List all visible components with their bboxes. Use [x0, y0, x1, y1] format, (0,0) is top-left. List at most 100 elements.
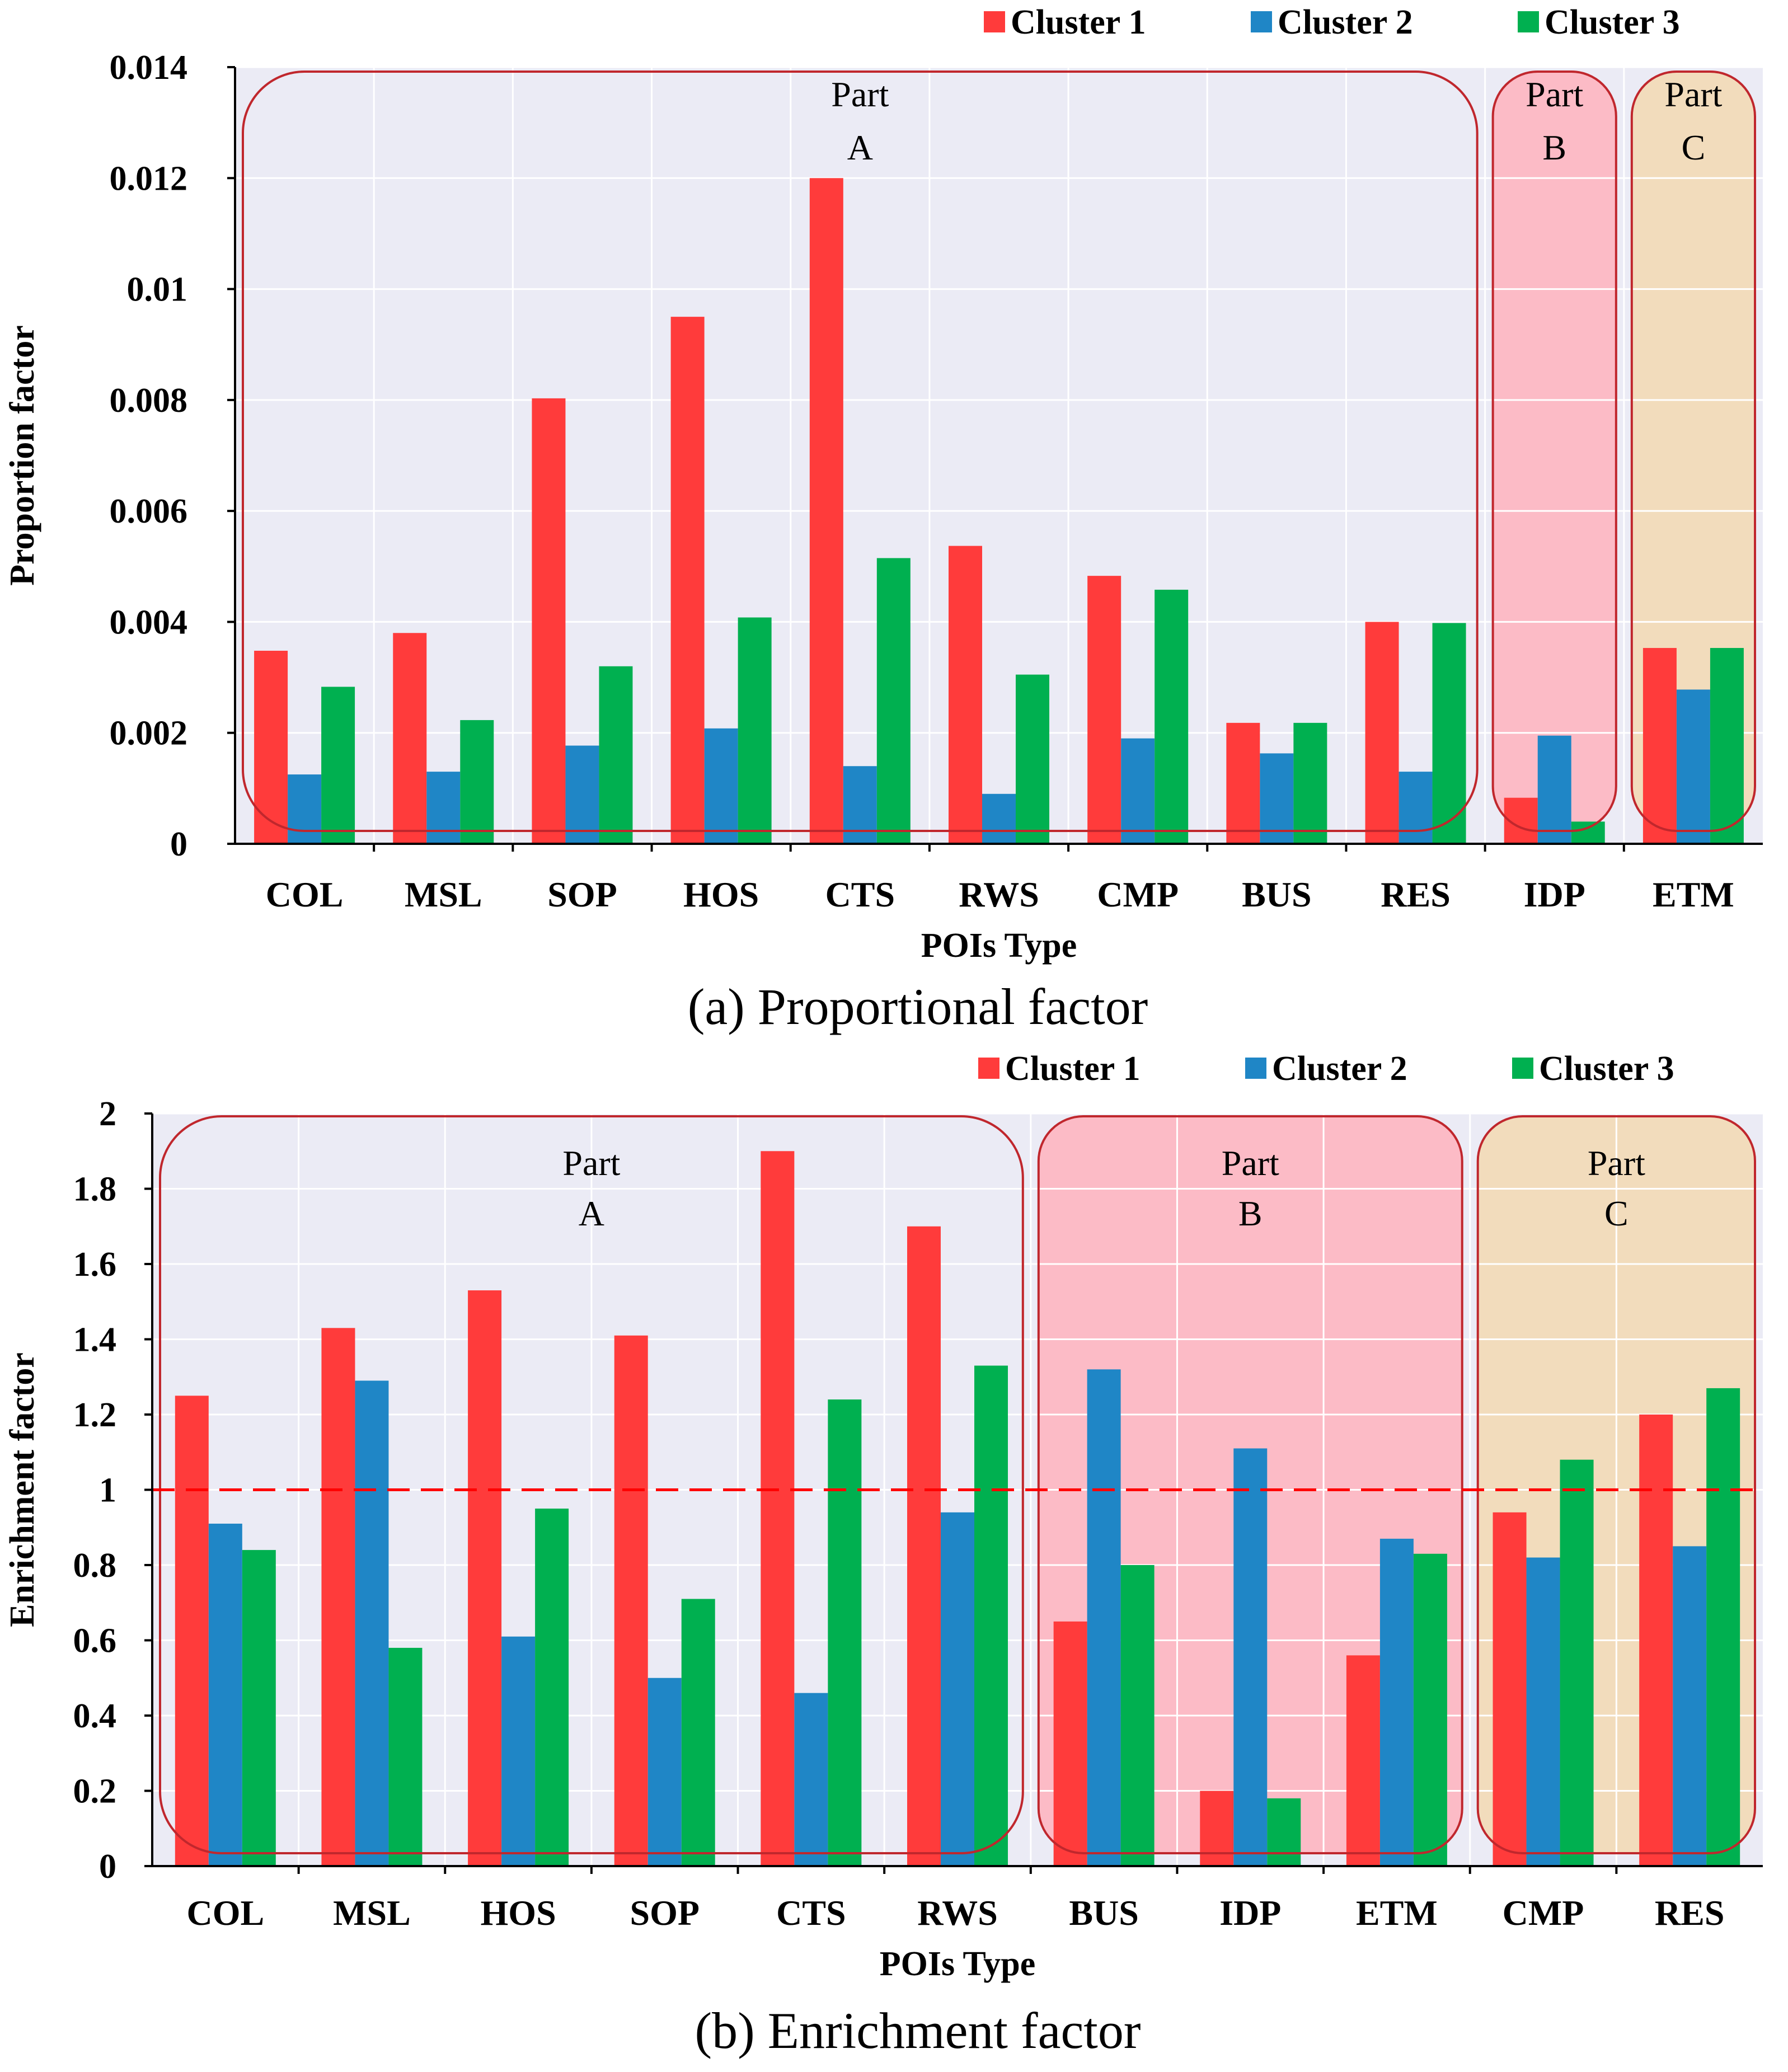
enrichment-chart-caption: (b) Enrichment factor — [695, 2002, 1141, 2059]
bar-col-cluster-1 — [254, 650, 288, 844]
enrichment-chart: 0 0.2 0.4 0.6 0.8 1 1.2 1.4 1.6 1.8 2 COL MSL HOS SOP… — [3, 1050, 1763, 2059]
part-b-label-line1: Part — [1222, 1143, 1279, 1183]
bar-res-cluster-2 — [1673, 1546, 1707, 1866]
bar-cts-cluster-3 — [876, 558, 911, 844]
part-b-label-line2: B — [1238, 1194, 1263, 1233]
enrichment-bars — [175, 1151, 1740, 1866]
bar-res-cluster-1 — [1639, 1415, 1673, 1866]
bar-sop-cluster-1 — [532, 398, 566, 844]
legend-label-cluster-1: Cluster 1 — [1005, 1050, 1141, 1088]
bar-etm-cluster-2 — [1676, 689, 1710, 844]
proportion-y-tick-labels: 0 0.002 0.004 0.006 0.008 0.01 0.012 0.014 — [110, 49, 188, 863]
bar-idp-cluster-2 — [1537, 735, 1571, 844]
x-tick-label-col: COL — [186, 1893, 264, 1933]
x-tick-label-cts: CTS — [776, 1893, 846, 1933]
bar-msl-cluster-2 — [355, 1380, 389, 1866]
bar-sop-cluster-3 — [681, 1599, 715, 1866]
proportion-legend: Cluster 1 Cluster 2 Cluster 3 — [984, 3, 1680, 41]
y-tick-label: 0.6 — [73, 1622, 117, 1660]
bar-msl-cluster-1 — [321, 1328, 355, 1866]
bar-bus-cluster-1 — [1226, 722, 1260, 844]
y-tick-label: 0.008 — [110, 382, 188, 420]
bar-col-cluster-3 — [321, 687, 355, 844]
part-a-box — [242, 71, 1479, 832]
bar-rws-cluster-2 — [982, 793, 1016, 844]
bar-hos-cluster-2 — [501, 1636, 536, 1866]
bar-etm-cluster-3 — [1413, 1553, 1447, 1866]
x-tick-label-msl: MSL — [333, 1893, 411, 1933]
bar-msl-cluster-3 — [388, 1647, 423, 1866]
bar-cmp-cluster-1 — [1087, 576, 1121, 844]
bar-hos-cluster-2 — [704, 728, 738, 844]
bar-msl-cluster-3 — [460, 720, 494, 844]
bar-cts-cluster-2 — [843, 766, 877, 844]
enrichment-legend: Cluster 1 Cluster 2 Cluster 3 — [978, 1050, 1674, 1088]
enrichment-part-boxes — [159, 1115, 1757, 1854]
bar-idp-cluster-3 — [1267, 1798, 1301, 1866]
x-tick-label-hos: HOS — [683, 875, 759, 914]
bar-etm-cluster-1 — [1346, 1655, 1380, 1866]
part-a-box — [159, 1115, 1024, 1854]
y-tick-label: 0 — [170, 825, 187, 863]
x-tick-label-etm: ETM — [1653, 875, 1734, 914]
part-b-label-line1: Part — [1526, 74, 1583, 114]
x-tick-label-bus: BUS — [1242, 875, 1312, 914]
part-c-label-line1: Part — [1664, 74, 1722, 114]
enrichment-axes — [144, 1112, 1763, 1874]
bar-hos-cluster-1 — [468, 1290, 502, 1866]
proportion-axes — [227, 66, 1763, 852]
part-b-band — [1493, 72, 1616, 831]
proportion-gridlines — [235, 66, 1763, 844]
proportion-chart: 0 0.002 0.004 0.006 0.008 0.01 0.012 0.014 COL M… — [3, 3, 1763, 1035]
bar-hos-cluster-3 — [535, 1509, 569, 1866]
part-b-label-line2: B — [1542, 128, 1566, 167]
legend-swatch-cluster-3 — [1518, 11, 1539, 32]
x-tick-label-msl: MSL — [405, 875, 482, 914]
part-c-band — [1631, 72, 1755, 831]
x-tick-label-hos: HOS — [481, 1893, 556, 1933]
bar-rws-cluster-2 — [941, 1512, 974, 1866]
y-tick-label: 0.012 — [110, 159, 188, 198]
x-tick-label-col: COL — [266, 875, 344, 914]
x-tick-label-idp: IDP — [1524, 875, 1585, 914]
legend-swatch-cluster-1 — [984, 11, 1005, 32]
x-tick-label-sop: SOP — [547, 875, 617, 914]
x-tick-label-sop: SOP — [630, 1893, 699, 1933]
bar-cts-cluster-3 — [828, 1399, 862, 1866]
bar-hos-cluster-1 — [670, 317, 705, 844]
enrichment-x-axis-label: POIs Type — [880, 1945, 1036, 1983]
x-tick-label-etm: ETM — [1356, 1893, 1438, 1933]
proportion-x-tick-labels: COL MSL SOP HOS CTS RWS CMP BUS RES IDP ETM — [266, 875, 1734, 914]
bar-bus-cluster-2 — [1260, 753, 1294, 844]
bar-cts-cluster-2 — [794, 1693, 828, 1866]
bar-sop-cluster-1 — [614, 1335, 648, 1866]
bar-col-cluster-2 — [208, 1524, 242, 1866]
y-tick-label: 1.6 — [73, 1246, 117, 1284]
part-a-label-line2: A — [847, 128, 873, 167]
y-tick-label: 1.4 — [73, 1321, 117, 1359]
bar-sop-cluster-3 — [599, 666, 633, 844]
bar-msl-cluster-1 — [393, 633, 427, 844]
bar-cmp-cluster-2 — [1526, 1557, 1560, 1866]
enrichment-y-axis-label: Enrichment factor — [3, 1352, 41, 1627]
part-a-label-line2: A — [579, 1194, 604, 1233]
y-tick-label: 2 — [99, 1095, 116, 1133]
bar-bus-cluster-3 — [1293, 722, 1327, 844]
legend-label-cluster-2: Cluster 2 — [1278, 3, 1413, 41]
x-tick-label-res: RES — [1381, 875, 1451, 914]
bar-cmp-cluster-3 — [1560, 1459, 1594, 1866]
bar-cmp-cluster-1 — [1493, 1512, 1527, 1866]
bar-col-cluster-3 — [242, 1550, 276, 1866]
legend-swatch-cluster-3 — [1512, 1058, 1533, 1079]
proportion-y-axis-label: Proportion factor — [3, 325, 41, 585]
part-c-label-line2: C — [1682, 128, 1706, 167]
bar-rws-cluster-3 — [1016, 674, 1049, 844]
legend-swatch-cluster-2 — [1251, 11, 1272, 32]
bar-bus-cluster-1 — [1053, 1621, 1087, 1866]
bar-cts-cluster-1 — [761, 1151, 795, 1866]
legend-label-cluster-2: Cluster 2 — [1272, 1050, 1407, 1088]
bar-res-cluster-3 — [1432, 623, 1466, 844]
legend-label-cluster-3: Cluster 3 — [1545, 3, 1680, 41]
bar-bus-cluster-3 — [1120, 1565, 1155, 1866]
